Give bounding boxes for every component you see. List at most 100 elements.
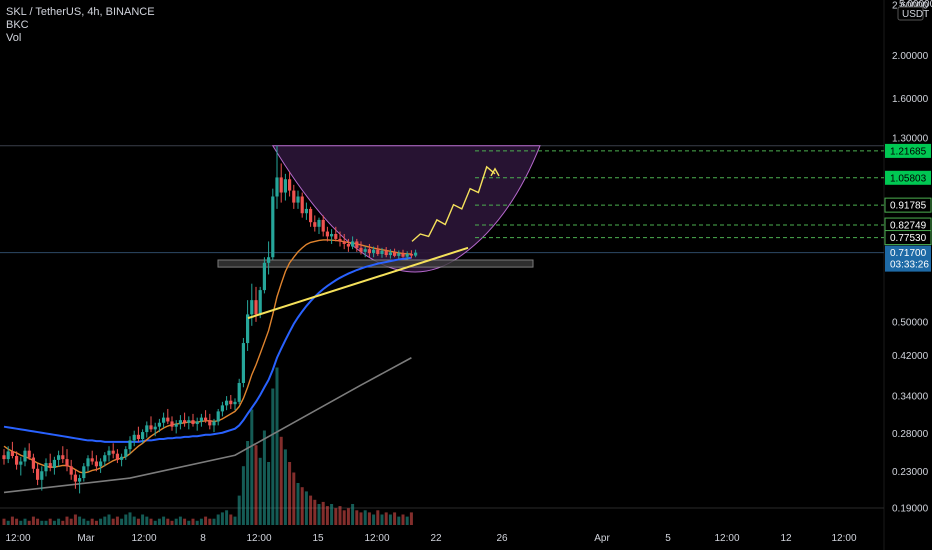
volume-bar: [283, 449, 287, 525]
volume-bar: [195, 520, 199, 525]
volume-bar: [204, 516, 208, 525]
candle-body: [141, 432, 145, 440]
volume-bar: [317, 504, 321, 525]
last-price-label: 0.71700: [890, 248, 927, 259]
volume-bar: [86, 520, 90, 525]
candle-body: [380, 250, 384, 254]
candle-body: [31, 457, 35, 469]
volume-bar: [330, 504, 334, 525]
volume-bar: [233, 516, 237, 525]
candle-body: [225, 400, 229, 406]
volume-bar: [124, 514, 128, 525]
candle-body: [166, 417, 170, 422]
volume-bar: [267, 462, 271, 525]
volume-bar: [48, 518, 52, 525]
y-tick-label: 0.28000: [892, 429, 929, 440]
volume-bar: [262, 430, 266, 525]
volume-bar: [208, 518, 212, 525]
candle-body: [367, 249, 371, 254]
candle-body: [283, 179, 287, 193]
volume-bar: [191, 518, 195, 525]
candle-body: [124, 449, 128, 457]
volume-bar: [166, 518, 170, 525]
candle-body: [23, 450, 27, 462]
target-tag-label: 0.82749: [890, 221, 927, 232]
volume-bar: [78, 516, 82, 525]
volume-bar: [258, 457, 262, 525]
volume-bar: [183, 518, 187, 525]
rising-trendline: [247, 246, 469, 320]
symbol-title[interactable]: SKL / TetherUS, 4h, BINANCE: [6, 6, 155, 18]
candle-body: [325, 231, 329, 237]
volume-bar: [99, 518, 103, 525]
volume-bar: [304, 491, 308, 525]
volume-bar: [254, 445, 258, 525]
volume-bar: [367, 512, 371, 525]
volume-bar: [212, 518, 216, 525]
volume-bar: [141, 514, 145, 525]
volume-bar: [405, 516, 409, 525]
y-tick-label: 2.00000: [892, 51, 929, 62]
y-tick-label: 0.19000: [892, 504, 929, 515]
volume-bar: [15, 518, 19, 525]
volume-bar: [380, 514, 384, 525]
candle-body: [48, 463, 52, 468]
volume-bar: [292, 472, 296, 525]
indicator-bkc-label[interactable]: BKC: [6, 19, 29, 31]
candle-body: [128, 440, 132, 450]
candle-body: [258, 290, 262, 315]
volume-bar: [94, 520, 98, 525]
candle-body: [191, 420, 195, 425]
candle-body: [61, 455, 65, 460]
candle-body: [170, 421, 174, 427]
currency-box: [897, 6, 924, 21]
volume-bar: [355, 510, 359, 525]
candle-body: [338, 238, 342, 242]
candle-body: [82, 466, 86, 479]
x-axis-labels: 12:00 Mar 12:00 8 12:00 15 12:00 22 26 Apr 5 12:00 1…: [5, 533, 856, 544]
y-tick-label: 1.60000: [892, 94, 929, 105]
volume-bar: [2, 518, 6, 525]
candle-body: [107, 450, 111, 456]
currency-label: USDT: [902, 9, 929, 20]
volume-bar: [241, 466, 245, 525]
candle-body: [409, 253, 413, 256]
candle-body: [313, 222, 317, 227]
y-tick-label: 0.34000: [892, 392, 929, 403]
candle-body: [195, 421, 199, 425]
candle-body: [292, 190, 296, 203]
volume-bar: [397, 516, 401, 525]
candle-body: [162, 417, 166, 423]
candle-body: [99, 461, 103, 467]
candle-body: [73, 474, 77, 482]
candle-body: [241, 343, 245, 383]
candle-body: [237, 382, 241, 402]
candle-body: [229, 400, 233, 405]
candle-body: [262, 262, 266, 291]
volume-bar: [57, 518, 61, 525]
volume-bar: [409, 512, 413, 525]
candle-body: [187, 420, 191, 423]
x-tick-label: 12:00: [714, 533, 739, 544]
candle-body: [250, 300, 254, 315]
candle-body: [254, 300, 258, 315]
volume-bar: [153, 520, 157, 525]
y-tick-label: 0.50000: [892, 317, 929, 328]
candle-body: [69, 466, 73, 475]
volume-bar: [82, 518, 86, 525]
y-tick-label: 2.60000: [892, 0, 929, 11]
volume-bar: [309, 495, 313, 525]
volume-bar: [23, 518, 27, 525]
candle-body: [321, 219, 325, 232]
x-tick-label: Mar: [77, 533, 95, 544]
candle-body: [334, 233, 338, 239]
candle-body: [401, 253, 405, 257]
target-level-tag: 1.21685: [885, 143, 931, 158]
x-tick-label: 15: [312, 533, 324, 544]
candle-body: [271, 196, 275, 258]
volume-bar: [250, 409, 254, 525]
x-tick-label: 26: [496, 533, 508, 544]
indicator-vol-label[interactable]: Vol: [6, 32, 22, 44]
ma-gray-line: [3, 357, 412, 494]
